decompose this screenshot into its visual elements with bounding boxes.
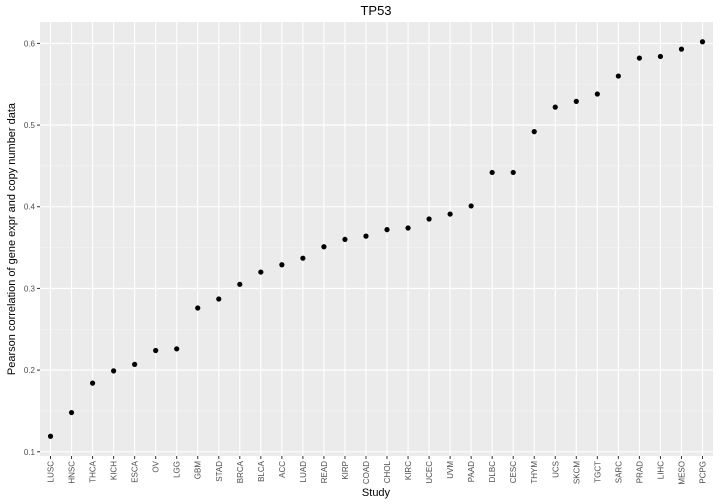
x-tick-label: KIRP bbox=[341, 461, 350, 480]
data-point-cesc bbox=[510, 169, 516, 176]
data-point-lgg bbox=[174, 346, 180, 352]
x-tick-label: GBM bbox=[194, 461, 203, 480]
x-tick-label: LIHC bbox=[656, 461, 665, 479]
y-tick-label: 0.6 bbox=[24, 39, 36, 48]
x-tick-label: KICH bbox=[110, 461, 119, 480]
data-point-paad bbox=[468, 203, 474, 209]
x-axis-label: Study bbox=[362, 487, 391, 499]
data-point-uvm bbox=[447, 211, 453, 217]
x-tick-label: LGG bbox=[173, 461, 182, 478]
x-tick-label: UVM bbox=[446, 461, 455, 479]
data-point-chol bbox=[384, 227, 390, 233]
y-tick-label: 0.2 bbox=[24, 366, 36, 375]
data-point-hnsc bbox=[68, 409, 75, 416]
x-tick-label: HNSC bbox=[68, 461, 77, 484]
x-tick-label: DLBC bbox=[488, 461, 497, 483]
data-point-kich bbox=[111, 368, 117, 374]
data-point-pcpg bbox=[699, 39, 706, 45]
y-tick-label: 0.1 bbox=[24, 448, 36, 457]
x-tick-label: SKCM bbox=[572, 461, 581, 484]
x-tick-label: ACC bbox=[278, 461, 287, 478]
minor-gridlines bbox=[40, 83, 713, 412]
y-tick-label: 0.3 bbox=[24, 284, 36, 293]
y-axis-label: Pearson correlation of gene expr and cop… bbox=[6, 102, 18, 375]
data-points bbox=[47, 39, 706, 439]
x-tick-label: BRCA bbox=[236, 460, 245, 483]
x-axis-ticks: LUSC HNSC THCA KICH ESCA OV LGG GBM STAD BRCA BLCA… bbox=[47, 456, 707, 485]
y-axis-ticks: 0.1 0.2 0.3 0.4 0.5 0.6 bbox=[24, 39, 40, 457]
x-tick-label: THCA bbox=[89, 460, 98, 482]
x-tick-label: COAD bbox=[362, 461, 371, 484]
data-point-acc bbox=[279, 262, 285, 268]
x-tick-label: CESC bbox=[509, 461, 518, 483]
x-tick-label: BLCA bbox=[257, 460, 266, 482]
data-point-esca bbox=[132, 361, 138, 367]
x-tick-label: UCEC bbox=[425, 461, 434, 484]
data-point-coad bbox=[363, 233, 369, 239]
data-point-stad bbox=[216, 296, 222, 302]
data-point-tgct bbox=[594, 91, 600, 97]
data-point-kirc bbox=[405, 225, 411, 231]
x-tick-label: OV bbox=[152, 460, 161, 472]
x-tick-label: THYM bbox=[530, 461, 539, 484]
data-point-kirp bbox=[342, 236, 348, 243]
x-tick-label: READ bbox=[320, 461, 329, 483]
x-tick-label: LUAD bbox=[299, 461, 308, 483]
x-tick-label: PCPG bbox=[698, 461, 707, 484]
data-point-brca bbox=[237, 281, 243, 287]
data-point-meso bbox=[678, 46, 685, 52]
x-tick-label: UCS bbox=[551, 461, 560, 478]
data-point-dlbc bbox=[489, 169, 495, 176]
data-point-thym bbox=[531, 129, 537, 135]
x-tick-label: LUSC bbox=[47, 461, 56, 483]
x-tick-label: SARC bbox=[614, 461, 623, 483]
data-point-lusc bbox=[47, 433, 54, 439]
chart-title: TP53 bbox=[360, 3, 391, 18]
data-point-luad bbox=[300, 255, 306, 261]
data-point-ucs bbox=[552, 104, 558, 110]
x-tick-label: PAAD bbox=[467, 461, 476, 482]
data-point-lihc bbox=[657, 53, 664, 60]
x-tick-label: STAD bbox=[215, 461, 224, 482]
x-tick-label: PRAD bbox=[635, 461, 644, 483]
data-point-gbm bbox=[195, 305, 201, 311]
y-tick-label: 0.5 bbox=[24, 121, 36, 130]
x-tick-label: CHOL bbox=[383, 460, 392, 483]
x-tick-label: TGCT bbox=[593, 461, 602, 483]
data-point-ov bbox=[153, 347, 159, 354]
data-point-ucec bbox=[426, 216, 432, 222]
data-point-thca bbox=[89, 380, 96, 386]
y-tick-label: 0.4 bbox=[24, 203, 36, 212]
x-tick-label: KIRC bbox=[404, 461, 413, 480]
data-point-skcm bbox=[573, 98, 579, 104]
data-point-read bbox=[321, 244, 327, 250]
data-point-prad bbox=[636, 55, 642, 61]
panel-background bbox=[40, 22, 713, 456]
x-tick-label: ESCA bbox=[131, 460, 140, 482]
x-tick-label: MESO bbox=[677, 461, 686, 485]
data-point-sarc bbox=[615, 73, 621, 79]
data-point-blca bbox=[258, 269, 264, 275]
